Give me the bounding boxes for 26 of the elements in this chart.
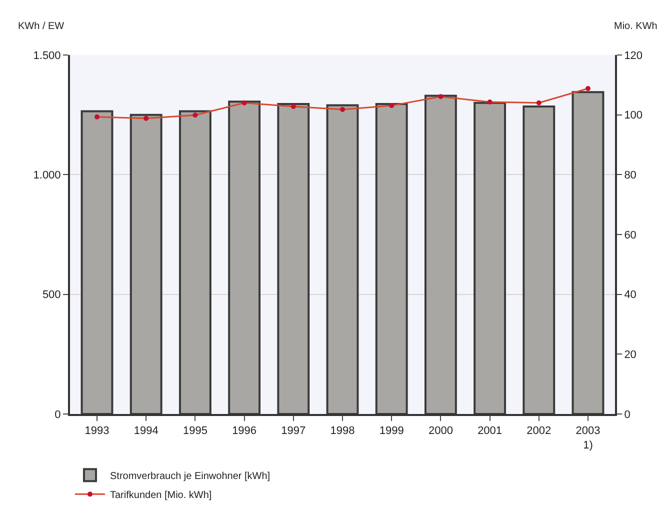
x-tick-label: 1997 bbox=[281, 425, 306, 438]
y2-tick-label: 80 bbox=[624, 170, 636, 182]
x-tick-label: 1995 bbox=[182, 425, 208, 438]
x-tick-label: 2000 bbox=[428, 425, 453, 438]
y-tick-label: 1.500 bbox=[33, 50, 61, 62]
legend-label: Stromverbrauch je Einwohner [kWh] bbox=[110, 471, 270, 482]
y2-axis-title: Mio. KWh bbox=[614, 21, 658, 32]
legend-label: Tarifkunden [Mio. kWh] bbox=[110, 490, 212, 502]
x-tick-label: 2003 1) bbox=[576, 425, 600, 452]
x-tick-label: 2001 bbox=[478, 425, 502, 438]
y-tick-label: 1.000 bbox=[33, 170, 61, 182]
x-tick-label: 1999 bbox=[379, 425, 404, 438]
y2-tick-label: 20 bbox=[624, 349, 636, 362]
y-tick-label: 0 bbox=[54, 408, 61, 421]
y2-tick-label: 100 bbox=[624, 110, 643, 122]
y2-tick-label: 120 bbox=[624, 50, 643, 62]
y2-tick-label: 60 bbox=[624, 229, 636, 242]
x-tick-label: 1993 bbox=[84, 425, 110, 438]
x-tick-label: 1994 bbox=[134, 425, 158, 438]
y-tick-label: 500 bbox=[42, 289, 61, 302]
x-tick-label: 1996 bbox=[232, 425, 257, 438]
y-axis-title: KWh / EW bbox=[18, 21, 65, 32]
y2-tick-label: 40 bbox=[624, 289, 636, 302]
x-tick-label: 2002 bbox=[526, 425, 552, 438]
x-tick-label: 1998 bbox=[330, 425, 355, 438]
y2-tick-label: 0 bbox=[624, 408, 630, 421]
